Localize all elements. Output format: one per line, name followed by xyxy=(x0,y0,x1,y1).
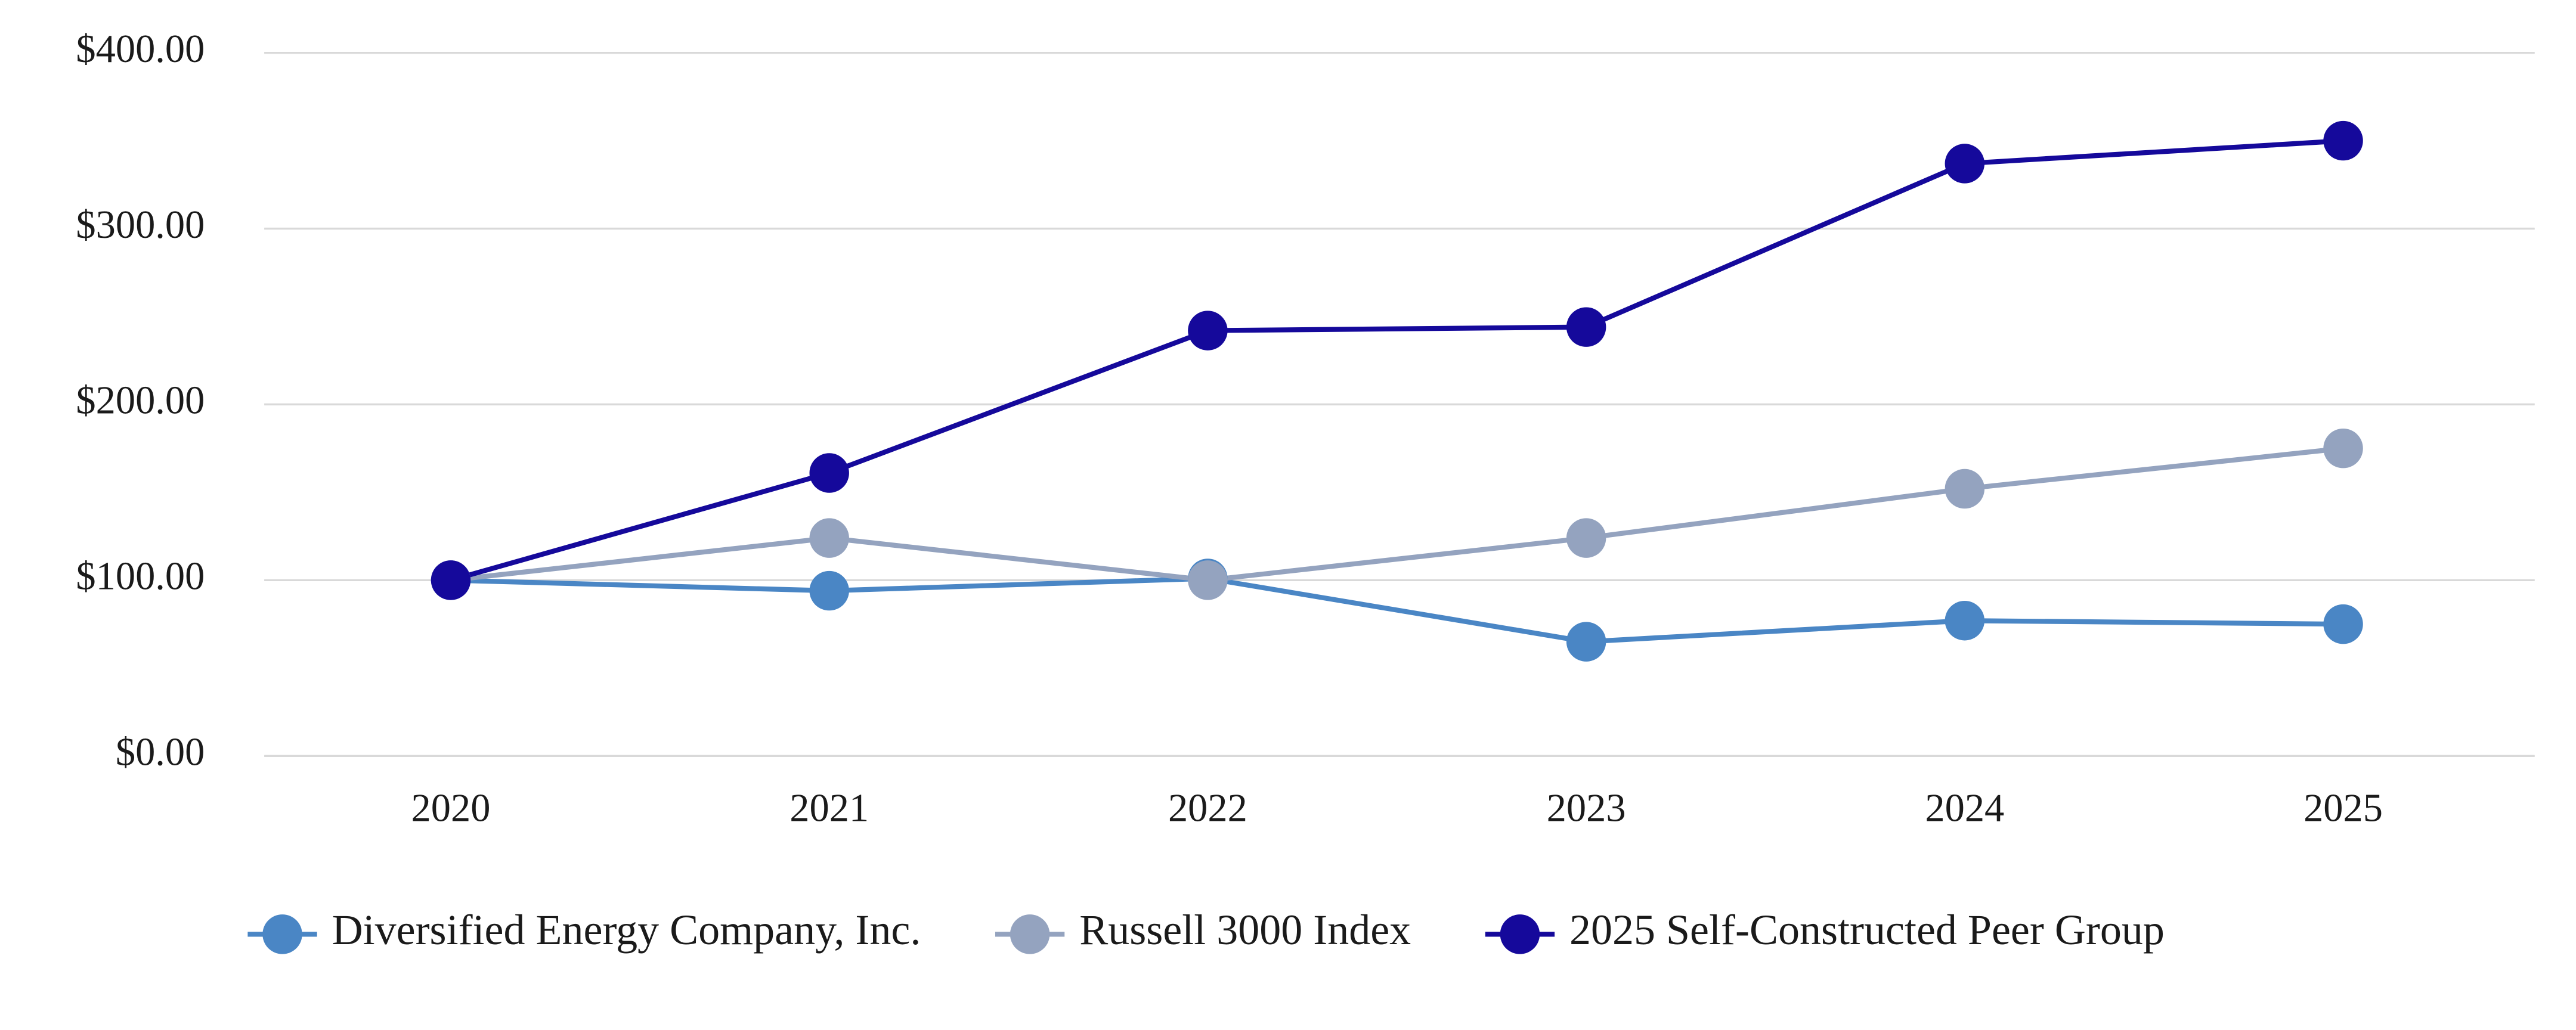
x-tick-label: 2020 xyxy=(411,787,491,830)
data-point xyxy=(431,560,471,600)
data-point xyxy=(809,453,849,493)
data-point xyxy=(1566,307,1606,347)
y-tick-label: $200.00 xyxy=(76,379,205,423)
y-tick-label: $100.00 xyxy=(76,555,205,598)
legend-item: 2025 Self-Constructed Peer Group xyxy=(1485,906,2165,954)
data-point xyxy=(1188,560,1228,600)
data-point xyxy=(2323,120,2363,161)
data-point xyxy=(1945,469,1985,509)
series-line xyxy=(450,446,2343,583)
data-point xyxy=(1945,144,1985,184)
series-line xyxy=(450,138,2343,583)
legend-marker xyxy=(262,914,302,954)
legend-item: Russell 3000 Index xyxy=(995,906,1411,954)
data-point xyxy=(1566,622,1606,662)
legend-label: Diversified Energy Company, Inc. xyxy=(332,906,921,954)
legend-label: 2025 Self-Constructed Peer Group xyxy=(1569,906,2165,954)
x-tick-label: 2021 xyxy=(789,787,869,830)
legend-marker xyxy=(1010,914,1050,954)
y-tick-label: $300.00 xyxy=(76,203,205,247)
y-tick-label: $0.00 xyxy=(116,731,205,774)
data-point xyxy=(809,570,849,611)
y-tick-label: $400.00 xyxy=(76,27,205,71)
x-tick-label: 2024 xyxy=(1925,787,2004,830)
x-tick-label: 2025 xyxy=(2303,787,2383,830)
legend-label: Russell 3000 Index xyxy=(1079,906,1411,954)
series-line xyxy=(450,576,2343,644)
data-point xyxy=(2323,428,2363,469)
data-point xyxy=(809,518,849,558)
data-point xyxy=(1945,600,1985,641)
data-point xyxy=(1566,518,1606,558)
x-tick-label: 2023 xyxy=(1547,787,1626,830)
data-point xyxy=(1188,311,1228,350)
data-point xyxy=(2323,604,2363,644)
x-tick-label: 2022 xyxy=(1168,787,1247,830)
legend-item: Diversified Energy Company, Inc. xyxy=(247,906,921,954)
legend-marker xyxy=(1500,914,1540,954)
